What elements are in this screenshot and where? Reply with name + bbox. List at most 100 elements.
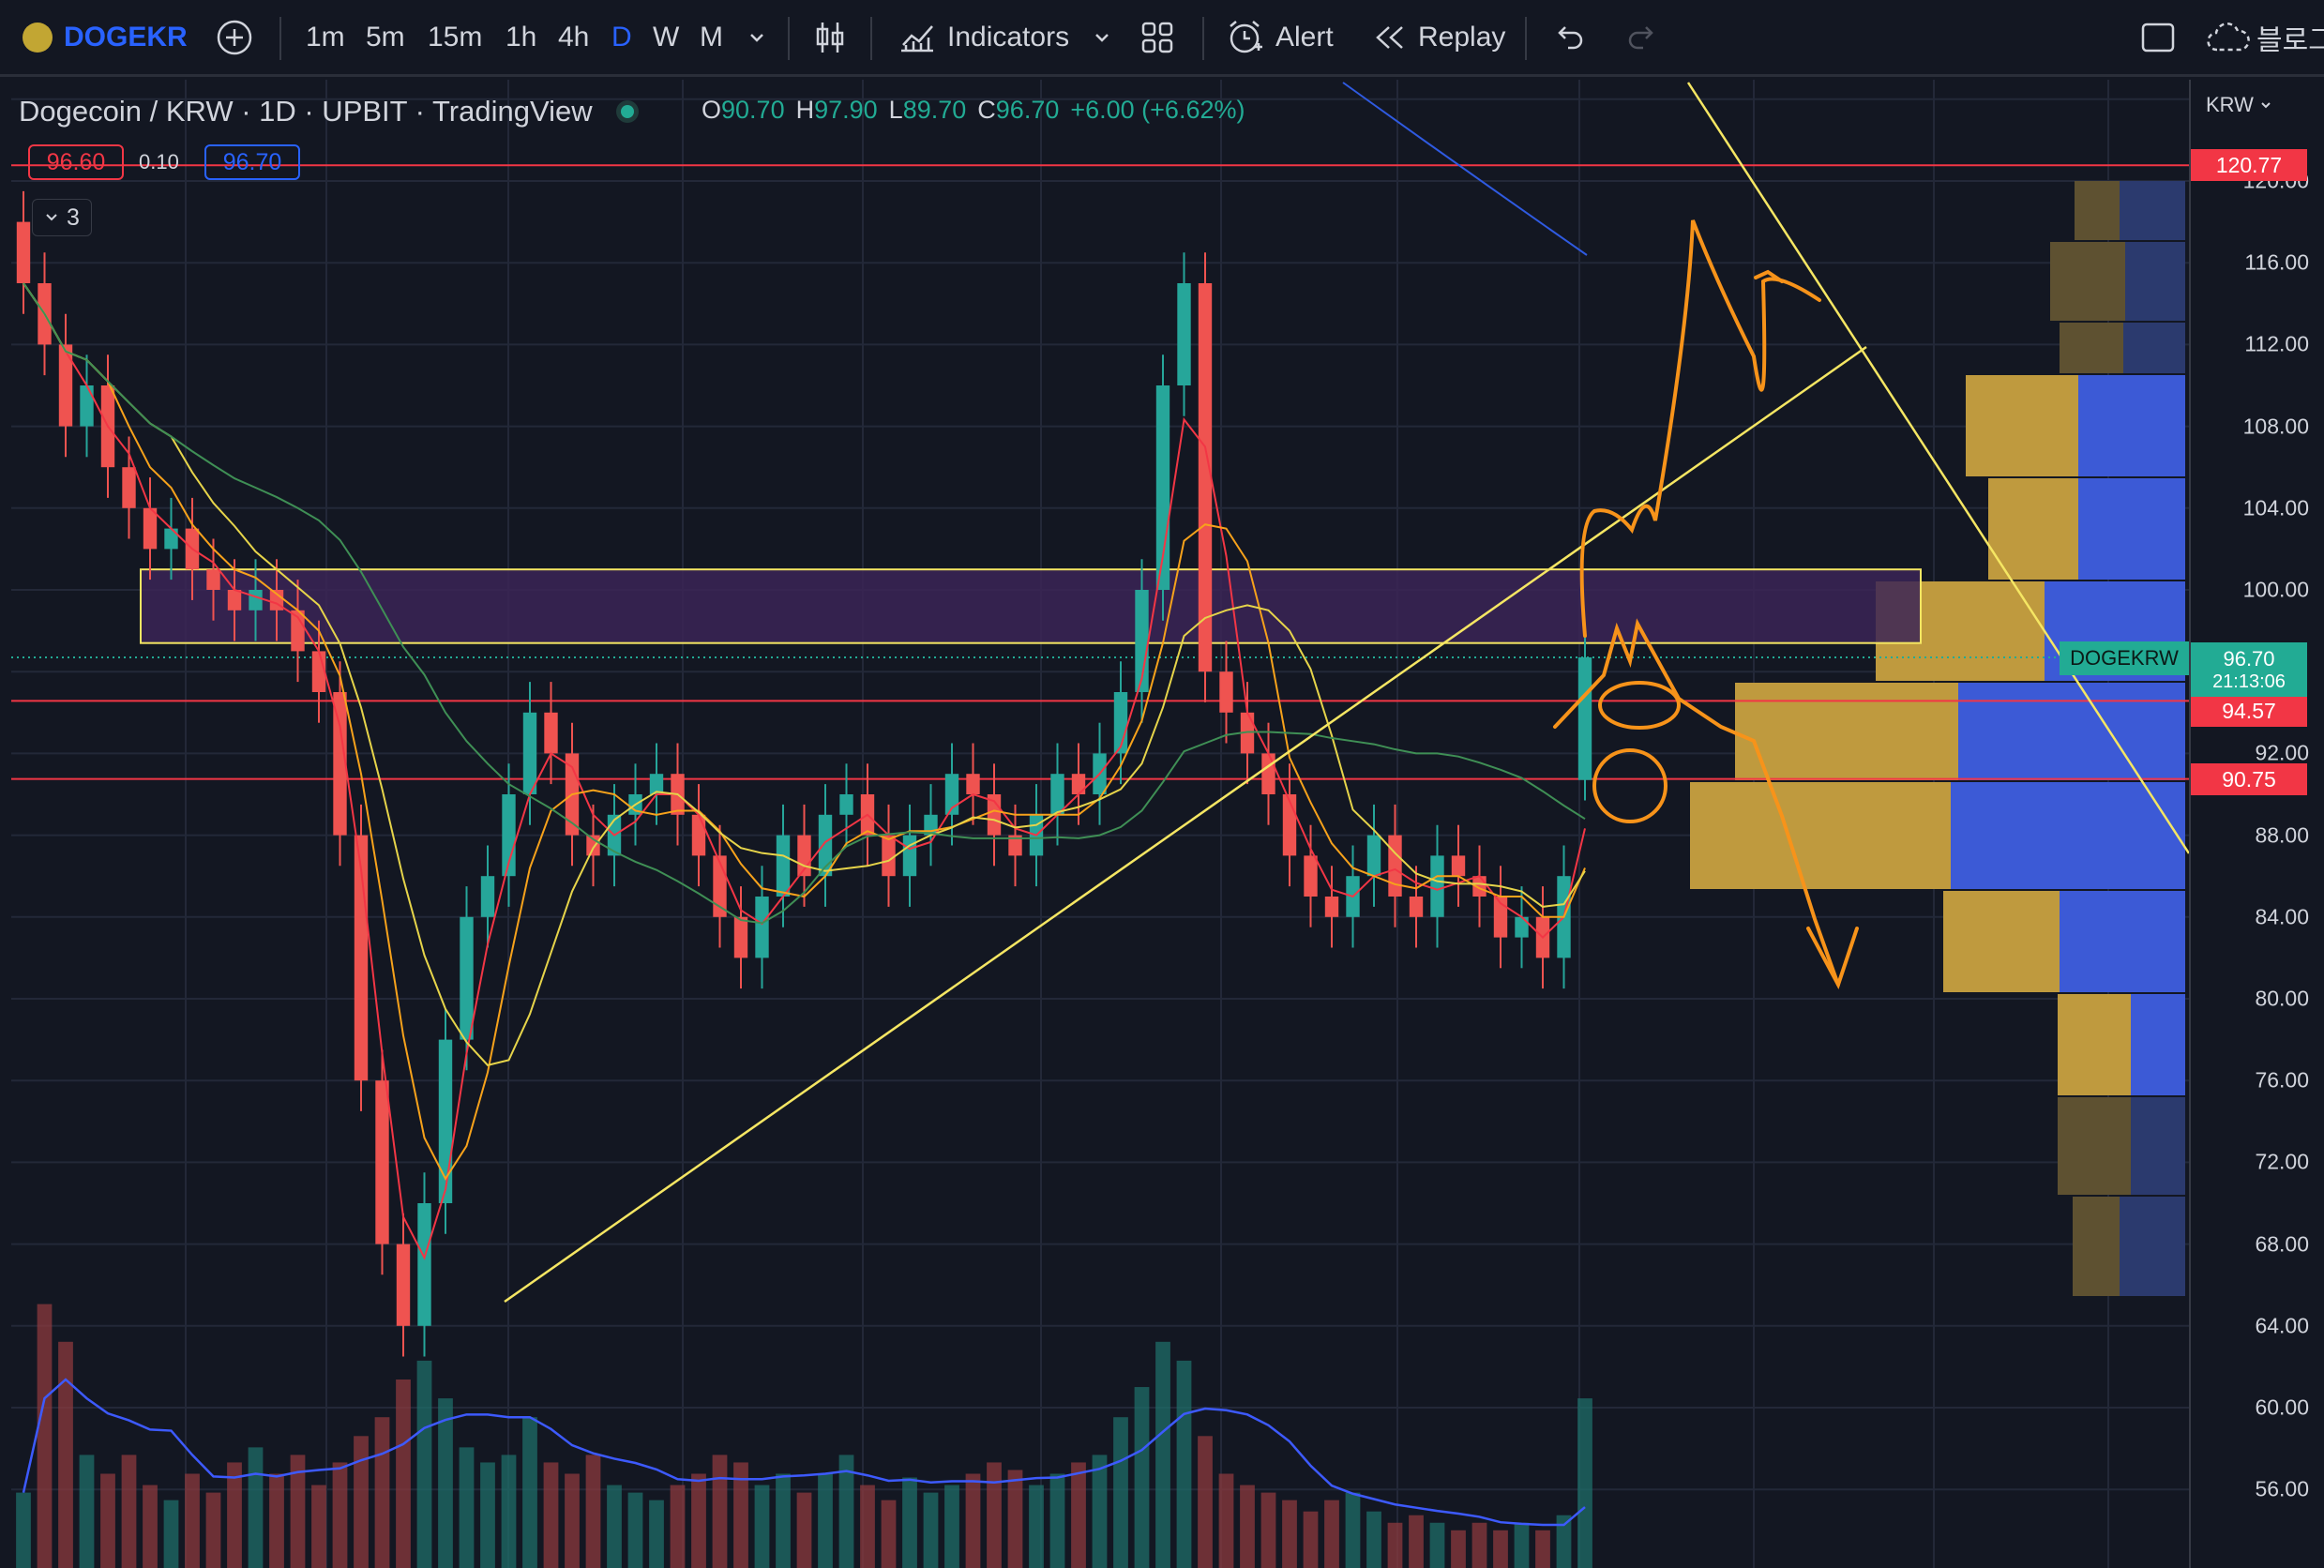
volume-profile-bar-blue [2131, 1097, 2185, 1195]
publish-button[interactable]: 블로그 [2206, 0, 2324, 75]
sell-price-button[interactable]: 96.60 [28, 144, 124, 180]
fullscreen-button[interactable] [2140, 0, 2176, 75]
candle [291, 580, 305, 683]
volume-bar [16, 1492, 31, 1568]
spread-value: 0.10 [139, 150, 179, 173]
bar-countdown: 21:13:06 [2212, 671, 2286, 692]
symbol-search[interactable]: DOGEKR [23, 0, 188, 75]
candle-body [1515, 916, 1529, 938]
volume-bar [1134, 1387, 1150, 1568]
currency-selector[interactable]: KRW [2206, 93, 2272, 117]
compare-add-button[interactable] [216, 0, 253, 75]
volume-profile-bar-gold [2050, 242, 2125, 321]
volume-bar [1577, 1398, 1592, 1568]
redo-button[interactable] [1626, 0, 1658, 75]
candle [1071, 743, 1086, 825]
chart-type-button[interactable] [814, 0, 846, 75]
price-tick: 92.00 [2255, 740, 2309, 765]
indicators-button[interactable]: Indicators [898, 0, 1069, 75]
volume-bar [585, 1455, 601, 1568]
candle [1198, 252, 1213, 702]
price-axis[interactable]: KRW 120.00116.00112.00108.00104.00100.00… [2189, 80, 2324, 1568]
candle-body [480, 876, 495, 917]
interval-5m[interactable]: 5m [366, 22, 405, 53]
candle [1304, 824, 1318, 927]
candle [713, 824, 727, 948]
volume-bar [691, 1473, 706, 1568]
layout-button[interactable] [1140, 0, 1174, 75]
interval-d[interactable]: D [611, 22, 632, 53]
candle [1451, 824, 1466, 907]
symbol-price-tag: DOGEKRW [2060, 641, 2189, 675]
alarm-clock-icon [1230, 21, 1262, 53]
candle-body [1493, 897, 1508, 938]
volume-bar [923, 1492, 939, 1568]
volume-bar [163, 1500, 179, 1568]
volume-bar [1218, 1473, 1234, 1568]
undo-button[interactable] [1553, 0, 1585, 75]
candle [1261, 722, 1275, 825]
volume-bar [522, 1417, 537, 1568]
interval-w[interactable]: W [653, 22, 680, 53]
alert-button[interactable]: Alert [1227, 0, 1334, 75]
symbol-title[interactable]: Dogecoin / KRW · 1D · UPBIT · TradingVie… [19, 95, 593, 128]
candle-body [164, 528, 178, 550]
legend-collapse-button[interactable]: 3 [32, 199, 92, 236]
interval-m[interactable]: M [700, 22, 723, 53]
ma-200-line [1342, 82, 1588, 256]
candle [1409, 866, 1424, 948]
ma-long-line [23, 282, 1586, 1066]
price-chart-canvas[interactable] [11, 80, 2189, 1568]
candle-body [80, 385, 94, 427]
volume-bar [185, 1473, 200, 1568]
replay-button[interactable]: Replay [1373, 0, 1505, 75]
interval-1h[interactable]: 1h [506, 22, 537, 53]
volume-bar [205, 1492, 221, 1568]
resistance-zone [140, 568, 1922, 644]
volume-bar [501, 1455, 517, 1568]
interval-1m[interactable]: 1m [306, 22, 345, 53]
candles-icon [816, 23, 844, 53]
volume-bar [1071, 1462, 1086, 1568]
price-tick: 64.00 [2255, 1313, 2309, 1338]
indicators-dropdown-button[interactable] [1092, 0, 1112, 75]
candle-body [733, 916, 748, 958]
volume-bar [290, 1455, 306, 1568]
candle-body [1240, 712, 1255, 754]
volume-bar [1113, 1417, 1128, 1568]
interval-15m[interactable]: 15m [428, 22, 483, 53]
volume-bar [818, 1473, 833, 1568]
candle-body [291, 610, 305, 652]
candle-body [522, 712, 537, 794]
price-line-label-90: 90.75 [2191, 763, 2307, 795]
volume-bar [902, 1477, 917, 1568]
price-tick: 100.00 [2242, 577, 2309, 602]
candle-body [1282, 794, 1297, 856]
candle [1282, 763, 1297, 887]
volume-bar [1514, 1522, 1530, 1568]
volume-bar [1409, 1515, 1424, 1568]
candle [396, 1213, 411, 1357]
price-tick: 72.00 [2255, 1149, 2309, 1174]
last-price: 96.70 [2223, 646, 2275, 671]
volume-bar [1366, 1511, 1381, 1568]
volume-bar [796, 1492, 812, 1568]
volume-profile-bar-gold [2058, 1097, 2131, 1195]
candle [502, 763, 516, 907]
hand-drawn-bull-path [1579, 219, 1821, 638]
candle-body [1451, 855, 1466, 877]
volume-bar [965, 1473, 981, 1568]
volume-ma-line [22, 1378, 1586, 1527]
candle-body [1324, 897, 1339, 917]
candle [755, 866, 769, 989]
volume-bar [248, 1447, 264, 1568]
interval-dropdown-button[interactable] [747, 0, 767, 75]
chart-pane[interactable] [11, 80, 2189, 1568]
volume-bar [58, 1341, 73, 1568]
candle [818, 784, 833, 907]
interval-4h[interactable]: 4h [558, 22, 590, 53]
candle [354, 804, 369, 1111]
buy-price-button[interactable]: 96.70 [204, 144, 300, 180]
candle [924, 784, 938, 867]
candle-body [1008, 835, 1022, 856]
